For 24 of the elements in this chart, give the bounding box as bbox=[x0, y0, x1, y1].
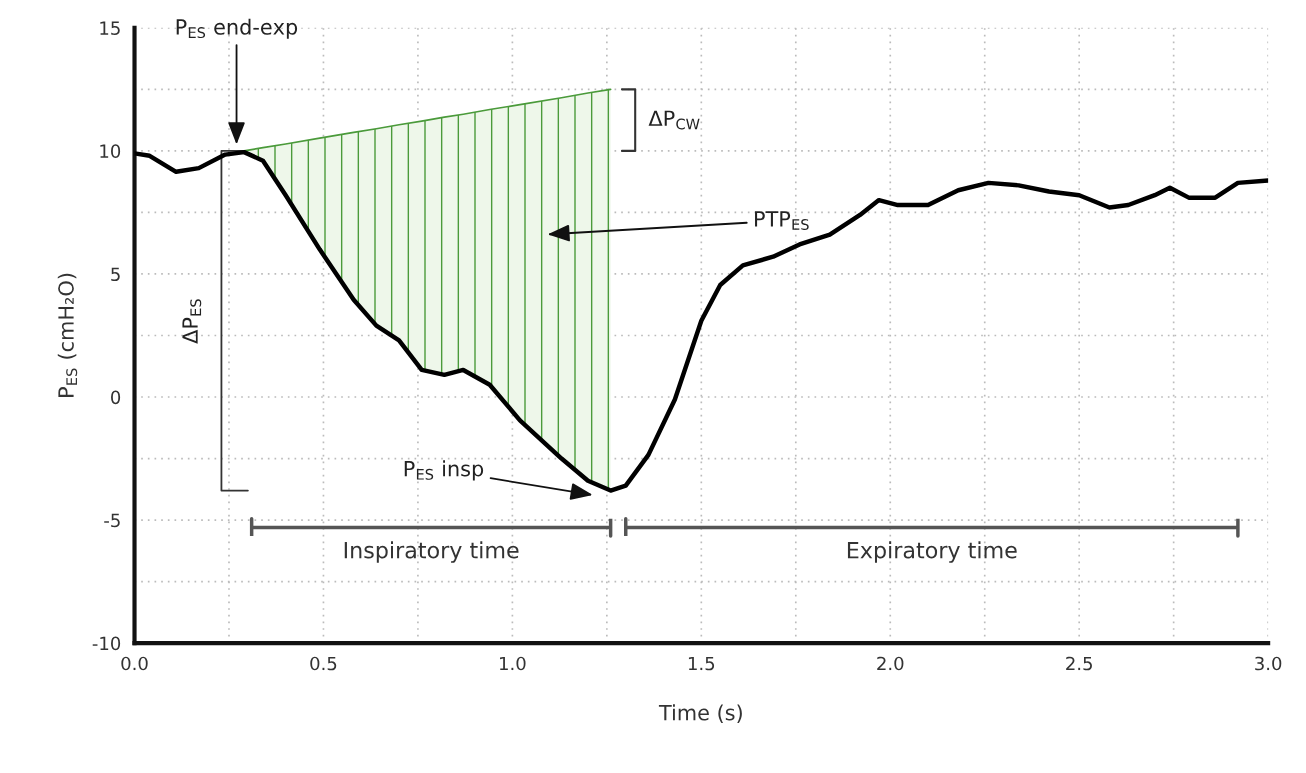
y-tick-label: 5 bbox=[111, 267, 120, 282]
x-axis-title: Time (s) bbox=[658, 704, 742, 723]
x-tick-label: 1.5 bbox=[688, 656, 715, 671]
y-tick-label: 15 bbox=[100, 21, 120, 35]
line-series bbox=[134, 149, 1269, 493]
y-tick-label: 10 bbox=[100, 144, 121, 159]
x-tick-label: 2.0 bbox=[877, 656, 904, 671]
y-tick-label: -5 bbox=[104, 513, 120, 528]
x-tick-label: 0.0 bbox=[121, 656, 148, 671]
x-tick-label: 2.5 bbox=[1066, 656, 1092, 671]
y-tick-label: -10 bbox=[92, 636, 121, 651]
annotation: ΔP$_{CW}$ bbox=[648, 110, 700, 130]
x-tick-label: 3.0 bbox=[1255, 656, 1282, 671]
annotation: Inspiratory time bbox=[344, 541, 519, 563]
annotation: P$_{ES}$ insp bbox=[404, 460, 484, 481]
annotation: Expiratory time bbox=[847, 541, 1017, 563]
annotation: P$_{ES}$ end-exp bbox=[176, 18, 298, 39]
x-tick-label: 0.5 bbox=[310, 656, 337, 671]
y-axis-title: P$_{ES}$ (cmH₂O) bbox=[57, 273, 78, 397]
line-series bbox=[243, 88, 612, 152]
y-tick-label: 0 bbox=[111, 390, 121, 405]
annotation: ΔP$_{ES}$ bbox=[182, 299, 202, 344]
x-tick-label: 1.0 bbox=[500, 656, 526, 671]
annotation: PTP$_{ES}$ bbox=[755, 211, 809, 231]
